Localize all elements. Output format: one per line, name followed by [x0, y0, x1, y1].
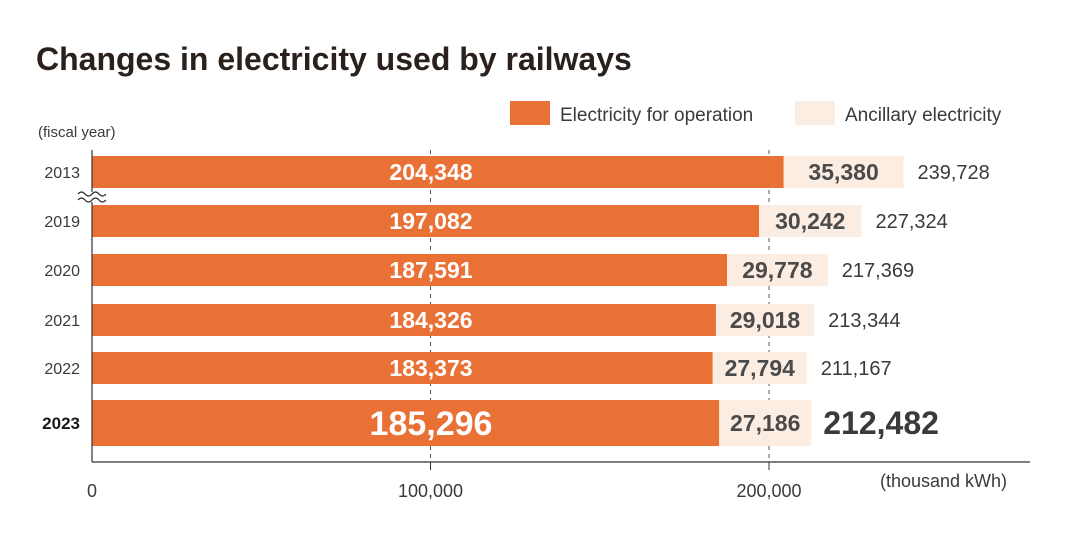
- data-label-operation: 204,348: [389, 159, 472, 185]
- bar-operation: [92, 304, 716, 336]
- bar-ancillary: [712, 352, 807, 384]
- category-axis-label: (fiscal year): [38, 124, 116, 141]
- bar-operation: [92, 205, 760, 237]
- bar-operation: [92, 400, 720, 446]
- legend-swatch-ancillary: [795, 101, 835, 125]
- data-label-operation: 187,591: [389, 257, 472, 283]
- bar-ancillary: [719, 400, 812, 446]
- year-label: 2023: [42, 414, 80, 433]
- axis-break-mark: [77, 197, 107, 203]
- legend-label-operation: Electricity for operation: [560, 105, 753, 126]
- total-label: 212,482: [823, 405, 939, 441]
- axes: 0 100,000 200,000: [77, 150, 1030, 501]
- axis-break-mask: [78, 192, 106, 202]
- total-label: 211,167: [821, 358, 892, 380]
- bar-ancillary: [759, 205, 862, 237]
- data-label-ancillary: 35,380: [808, 159, 878, 185]
- data-label-operation: 184,326: [389, 307, 472, 333]
- data-label-operation: 197,082: [389, 208, 472, 234]
- year-label: 2019: [44, 214, 80, 231]
- legend-label-ancillary: Ancillary electricity: [845, 105, 1002, 126]
- year-label: 2020: [44, 263, 80, 280]
- data-label-ancillary: 27,794: [725, 355, 796, 381]
- x-tick-label: 0: [87, 481, 97, 501]
- value-axis-unit: (thousand kWh): [880, 471, 1007, 491]
- total-label: 239,728: [917, 162, 989, 184]
- bar-ancillary: [783, 156, 904, 188]
- bar-operation: [92, 254, 727, 286]
- bar-operation: [92, 156, 784, 188]
- data-label-ancillary: 29,018: [730, 307, 801, 333]
- bar-ancillary: [715, 304, 815, 336]
- data-label-ancillary: 30,242: [775, 208, 845, 234]
- year-label: 2021: [44, 313, 80, 330]
- data-label-ancillary: 27,186: [730, 410, 800, 436]
- bars: 2013 204,348 35,380 239,728 2019 197,082 30,24…: [42, 156, 990, 446]
- total-label: 213,344: [828, 310, 900, 332]
- chart-title: Changes in electricity used by railways: [36, 41, 632, 77]
- year-label: 2013: [44, 165, 80, 182]
- total-label: 217,369: [842, 260, 914, 282]
- x-tick-label: 200,000: [736, 481, 801, 501]
- legend-swatch-operation: [510, 101, 550, 125]
- data-label-ancillary: 29,778: [742, 257, 813, 283]
- legend: Electricity for operation Ancillary elec…: [510, 101, 1002, 126]
- data-label-operation: 183,373: [389, 355, 472, 381]
- year-label: 2022: [44, 361, 80, 378]
- total-label: 227,324: [875, 211, 947, 233]
- data-label-operation: 185,296: [370, 405, 493, 443]
- bar-ancillary: [726, 254, 828, 286]
- bar-operation: [92, 352, 713, 384]
- x-tick-label: 100,000: [398, 481, 463, 501]
- axis-break-mark: [77, 191, 107, 197]
